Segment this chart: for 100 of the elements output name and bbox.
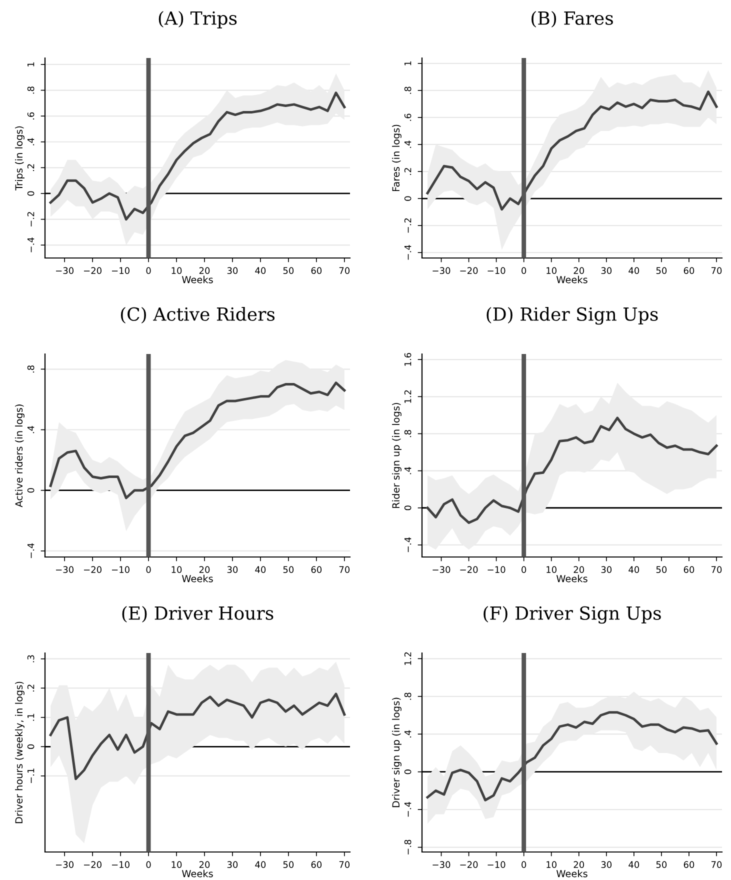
x-tick-label: 10: [546, 267, 556, 274]
y-tick-label: .6: [404, 114, 412, 121]
x-tick-label: 60: [684, 861, 694, 868]
x-tick-label: 10: [172, 566, 182, 574]
x-tick-label: 50: [283, 861, 294, 868]
y-tick-label: −.2: [27, 212, 34, 226]
y-tick-label: .4: [404, 730, 412, 738]
y-tick-label: 1: [28, 62, 34, 66]
x-tick-label: 30: [601, 566, 612, 574]
x-tick-label: 60: [684, 267, 694, 274]
x-tick-label: 70: [711, 267, 722, 274]
x-tick-label: 0: [522, 267, 526, 274]
x-tick-label: 30: [601, 861, 612, 868]
x-tick-label: −10: [488, 861, 506, 868]
x-tick-label: 50: [283, 566, 294, 574]
x-tick-label: 0: [522, 861, 526, 868]
line-series: [49, 92, 346, 221]
y-tick-label: .2: [404, 168, 412, 175]
x-tick-label: 50: [656, 267, 667, 274]
x-axis-title: Weeks: [182, 574, 213, 582]
x-tick-label: 10: [172, 267, 182, 274]
x-tick-label: 40: [255, 566, 266, 574]
y-tick-label: .8: [404, 430, 412, 438]
x-tick-label: −20: [460, 861, 478, 868]
y-tick-label: .1: [28, 714, 34, 721]
x-tick-label: 40: [628, 267, 640, 274]
x-tick-label: 40: [628, 861, 640, 868]
y-tick-label: 0: [27, 744, 34, 749]
x-tick-label: 60: [311, 861, 322, 868]
x-tick-label: −20: [460, 267, 478, 274]
chart-title: (D) Rider Sign Ups: [486, 306, 658, 325]
y-tick-label: 0: [404, 506, 412, 510]
y-tick-label: .8: [27, 365, 34, 372]
y-tick-label: −.4: [404, 245, 412, 260]
x-axis-title: Weeks: [556, 574, 588, 582]
x-tick-label: −10: [112, 861, 130, 868]
y-tick-label: 0: [27, 191, 34, 196]
x-tick-label: −30: [432, 566, 450, 574]
y-tick-label: .4: [404, 466, 412, 474]
x-axis-title: Weeks: [556, 870, 588, 878]
y-tick-label: −.1: [28, 768, 34, 784]
y-tick-label: −.4: [28, 238, 34, 252]
y-tick-label: .8: [404, 692, 412, 700]
x-tick-label: 50: [656, 861, 667, 868]
x-tick-label: −20: [84, 861, 102, 868]
x-tick-label: 40: [255, 861, 266, 868]
y-tick-label: −.4: [404, 537, 412, 552]
x-tick-label: 20: [574, 267, 584, 274]
y-tick-label: 0: [404, 770, 412, 774]
y-axis-title: Trips (in logs): [15, 126, 24, 191]
x-tick-label: 10: [172, 861, 182, 868]
line-series: [426, 90, 718, 211]
x-tick-label: −10: [488, 566, 506, 574]
x-tick-label: 60: [311, 267, 322, 274]
x-tick-label: −30: [432, 267, 450, 274]
x-tick-label: −10: [112, 267, 130, 274]
y-tick-label: .4: [28, 138, 34, 146]
y-tick-label: .2: [27, 164, 34, 172]
x-tick-label: −30: [56, 566, 74, 574]
y-tick-label: −.4: [404, 802, 412, 817]
x-tick-label: 70: [711, 566, 722, 574]
line-series: [49, 692, 346, 780]
y-axis-title: Driver hours (weekly, in logs): [15, 682, 24, 824]
y-axis-title: Driver sign up (in logs): [392, 698, 402, 808]
y-tick-label: .4: [404, 140, 412, 148]
x-tick-label: 20: [574, 566, 584, 574]
x-tick-label: −30: [56, 267, 74, 274]
x-tick-label: 40: [255, 267, 266, 274]
y-axis-title: Rider sign up (in logs): [392, 402, 402, 508]
y-tick-label: 0: [404, 196, 412, 201]
x-tick-label: 0: [522, 566, 526, 574]
chart-title: (E) Driver Hours: [122, 606, 274, 622]
y-tick-label: 1.2: [404, 390, 412, 403]
y-tick-label: 1.2: [404, 652, 412, 665]
x-tick-label: −20: [84, 267, 102, 274]
y-axis-title: Fares (in logs): [392, 124, 402, 192]
x-tick-label: 70: [339, 566, 350, 574]
x-tick-label: 30: [227, 861, 238, 868]
x-tick-label: 20: [199, 267, 210, 274]
x-tick-label: −10: [112, 566, 130, 574]
x-tick-label: 0: [146, 861, 151, 868]
x-tick-label: 50: [656, 566, 667, 574]
y-tick-label: 1.6: [404, 352, 412, 366]
x-tick-label: 10: [546, 861, 556, 868]
y-tick-label: .8: [27, 86, 34, 94]
x-tick-label: 0: [146, 566, 151, 574]
x-tick-label: −30: [432, 861, 450, 868]
x-tick-label: 20: [199, 861, 210, 868]
chart-title: (C) Active Riders: [120, 306, 275, 324]
x-tick-label: 40: [628, 566, 640, 574]
line-series: [49, 382, 346, 500]
line-series: [426, 416, 718, 524]
x-tick-label: 70: [711, 861, 722, 868]
x-tick-label: 70: [339, 861, 350, 868]
y-tick-label: 0: [27, 488, 34, 493]
chart-title: (B) Fares: [532, 10, 613, 28]
y-tick-label: .8: [404, 86, 412, 94]
y-tick-label: .6: [27, 112, 34, 120]
x-tick-label: −20: [460, 566, 478, 574]
x-tick-label: 50: [283, 267, 294, 274]
